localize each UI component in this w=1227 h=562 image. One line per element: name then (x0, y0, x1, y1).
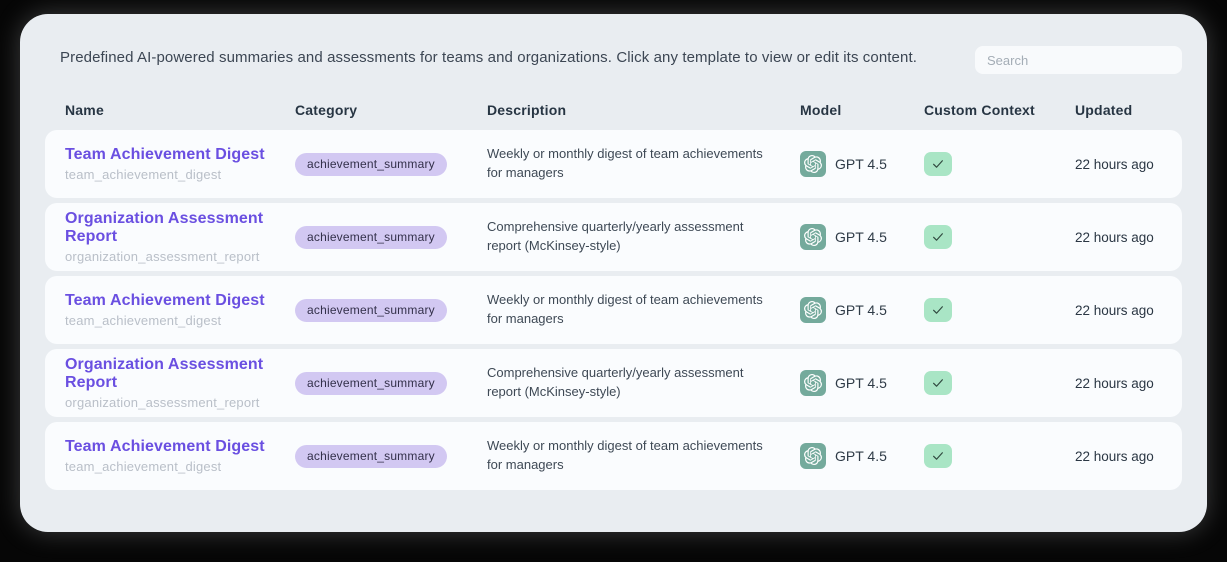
template-description: Weekly or monthly digest of team achieve… (487, 292, 763, 326)
column-header-updated: Updated (1075, 102, 1133, 118)
custom-context-cell (924, 298, 1075, 322)
category-badge: achievement_summary (295, 225, 447, 249)
table-header-row: Name Category Description Model Custom C… (45, 74, 1182, 130)
table-body: Team Achievement Digest team_achievement… (45, 130, 1182, 490)
openai-icon (800, 224, 826, 250)
category-badge: achievement_summary (295, 444, 447, 468)
table-row[interactable]: Team Achievement Digest team_achievement… (45, 276, 1182, 344)
template-name-link[interactable]: Organization Assessment Report (65, 210, 264, 245)
template-slug: organization_assessment_report (65, 395, 260, 410)
column-header-name: Name (65, 102, 104, 118)
model-cell: GPT 4.5 (800, 297, 924, 323)
template-slug: organization_assessment_report (65, 249, 260, 264)
custom-context-cell (924, 152, 1075, 176)
custom-context-check-icon (924, 371, 952, 395)
model-name: GPT 4.5 (835, 229, 887, 245)
category-badge: achievement_summary (295, 371, 447, 395)
custom-context-cell (924, 225, 1075, 249)
column-header-custom-context: Custom Context (924, 102, 1035, 118)
custom-context-check-icon (924, 152, 952, 176)
template-name-link[interactable]: Team Achievement Digest (65, 146, 265, 163)
updated-text: 22 hours ago (1075, 229, 1154, 245)
template-name-link[interactable]: Team Achievement Digest (65, 438, 265, 455)
name-cell: Team Achievement Digest team_achievement… (65, 438, 295, 474)
panel-header: Predefined AI-powered summaries and asse… (20, 14, 1207, 74)
model-name: GPT 4.5 (835, 156, 887, 172)
model-cell: GPT 4.5 (800, 443, 924, 469)
updated-text: 22 hours ago (1075, 156, 1154, 172)
column-header-model: Model (800, 102, 842, 118)
openai-icon (800, 151, 826, 177)
custom-context-check-icon (924, 298, 952, 322)
name-cell: Organization Assessment Report organizat… (65, 356, 295, 410)
template-name-link[interactable]: Team Achievement Digest (65, 292, 265, 309)
updated-text: 22 hours ago (1075, 448, 1154, 464)
category-cell: achievement_summary (295, 225, 487, 249)
model-cell: GPT 4.5 (800, 370, 924, 396)
column-header-category: Category (295, 102, 358, 118)
category-cell: achievement_summary (295, 371, 487, 395)
name-cell: Organization Assessment Report organizat… (65, 210, 295, 264)
name-cell: Team Achievement Digest team_achievement… (65, 146, 295, 182)
custom-context-check-icon (924, 225, 952, 249)
category-cell: achievement_summary (295, 152, 487, 176)
updated-text: 22 hours ago (1075, 302, 1154, 318)
openai-icon (800, 297, 826, 323)
template-slug: team_achievement_digest (65, 313, 222, 328)
updated-text: 22 hours ago (1075, 375, 1154, 391)
category-cell: achievement_summary (295, 444, 487, 468)
templates-panel: Predefined AI-powered summaries and asse… (20, 14, 1207, 532)
category-badge: achievement_summary (295, 152, 447, 176)
model-name: GPT 4.5 (835, 375, 887, 391)
model-cell: GPT 4.5 (800, 151, 924, 177)
template-name-link[interactable]: Organization Assessment Report (65, 356, 264, 391)
custom-context-check-icon (924, 444, 952, 468)
table-row[interactable]: Team Achievement Digest team_achievement… (45, 130, 1182, 198)
custom-context-cell (924, 444, 1075, 468)
table-row[interactable]: Organization Assessment Report organizat… (45, 349, 1182, 417)
template-description: Weekly or monthly digest of team achieve… (487, 438, 763, 472)
openai-icon (800, 443, 826, 469)
category-cell: achievement_summary (295, 298, 487, 322)
model-name: GPT 4.5 (835, 302, 887, 318)
template-slug: team_achievement_digest (65, 167, 222, 182)
template-description: Weekly or monthly digest of team achieve… (487, 146, 763, 180)
template-slug: team_achievement_digest (65, 459, 222, 474)
templates-table: Name Category Description Model Custom C… (45, 74, 1182, 490)
search-input[interactable] (975, 46, 1182, 74)
category-badge: achievement_summary (295, 298, 447, 322)
panel-description: Predefined AI-powered summaries and asse… (60, 49, 917, 66)
column-header-description: Description (487, 102, 567, 118)
template-description: Comprehensive quarterly/yearly assessmen… (487, 365, 744, 399)
custom-context-cell (924, 371, 1075, 395)
table-row[interactable]: Team Achievement Digest team_achievement… (45, 422, 1182, 490)
model-name: GPT 4.5 (835, 448, 887, 464)
table-row[interactable]: Organization Assessment Report organizat… (45, 203, 1182, 271)
template-description: Comprehensive quarterly/yearly assessmen… (487, 219, 744, 253)
model-cell: GPT 4.5 (800, 224, 924, 250)
name-cell: Team Achievement Digest team_achievement… (65, 292, 295, 328)
openai-icon (800, 370, 826, 396)
